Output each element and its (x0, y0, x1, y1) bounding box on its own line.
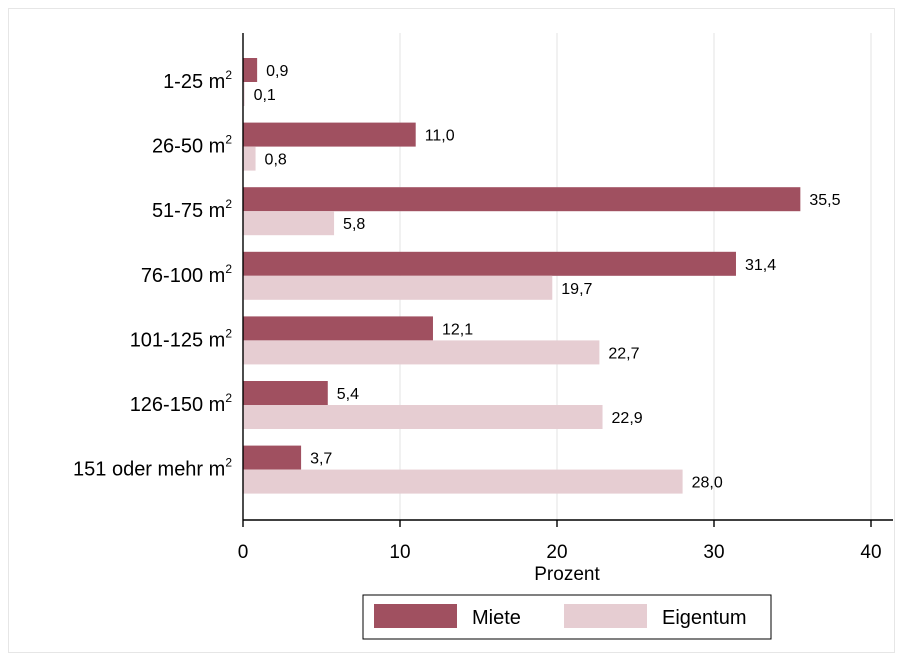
data-label: 0,8 (265, 152, 287, 169)
data-label: 28,0 (692, 475, 723, 492)
data-label: 0,1 (254, 87, 276, 104)
category-label-text: 151 oder mehr m (73, 459, 225, 481)
category-label-superscript: 2 (225, 68, 232, 82)
data-label: 0,9 (266, 63, 288, 80)
category-label: 51-75 m2 (152, 197, 232, 222)
bar-eigentum (243, 340, 600, 365)
category-label-text: 76-100 m (141, 265, 226, 287)
data-label: 12,1 (442, 321, 473, 338)
category-label: 26-50 m2 (152, 133, 232, 158)
x-tick-label: 30 (703, 542, 724, 563)
chart-frame (8, 8, 895, 653)
category-label: 1-25 m2 (163, 68, 232, 93)
x-tick-label: 20 (546, 542, 567, 563)
bar-eigentum (243, 275, 553, 300)
data-label: 3,7 (310, 451, 332, 468)
category-label-superscript: 2 (225, 197, 232, 211)
data-label: 5,4 (337, 386, 359, 403)
category-label-superscript: 2 (225, 391, 232, 405)
category-label: 151 oder mehr m2 (73, 456, 232, 481)
bar-miete (243, 445, 302, 470)
x-tick-label: 0 (238, 542, 249, 563)
legend-label: Eigentum (662, 607, 747, 629)
x-tick-label: 40 (860, 542, 881, 563)
bar-miete (243, 187, 801, 212)
legend-swatch-eigentum (564, 604, 647, 628)
data-label: 35,5 (809, 192, 840, 209)
bar-miete (243, 316, 433, 341)
data-label: 19,7 (561, 281, 592, 298)
x-tick-label: 10 (389, 542, 410, 563)
category-label-superscript: 2 (225, 456, 232, 470)
bar-eigentum (243, 405, 603, 429)
bar-eigentum (243, 469, 683, 494)
data-label: 22,7 (608, 345, 639, 362)
bar-miete (243, 58, 258, 82)
data-label: 31,4 (745, 257, 776, 274)
bars: 0,9 0,1 11,0 0,8 35,5 5,8 31,4 19,7 12,1 22,7 5,4 2… (243, 58, 841, 494)
bar-miete (243, 251, 736, 276)
category-label: 126-150 m2 (130, 391, 233, 416)
data-label: 11,0 (425, 128, 455, 145)
bar-eigentum (243, 146, 256, 171)
legend-swatch-miete (374, 604, 457, 628)
category-label-text: 101-125 m (130, 329, 226, 351)
category-label-superscript: 2 (225, 326, 232, 340)
axes: 0 10 20 30 40 (238, 33, 893, 563)
data-label: 5,8 (343, 216, 365, 233)
category-label: 101-125 m2 (130, 326, 233, 351)
legend-label: Miete (472, 607, 521, 629)
category-label: 76-100 m2 (141, 262, 233, 287)
category-label-text: 1-25 m (163, 71, 225, 93)
bar-miete (243, 381, 328, 405)
data-label: 22,9 (612, 410, 643, 427)
category-label-superscript: 2 (225, 262, 232, 276)
category-label-superscript: 2 (225, 133, 232, 147)
x-axis-title: Prozent (534, 564, 600, 585)
category-label-text: 51-75 m (152, 200, 225, 222)
bar-eigentum (243, 211, 335, 236)
bar-miete (243, 122, 416, 147)
category-label-text: 126-150 m (130, 394, 226, 416)
category-label-text: 26-50 m (152, 136, 225, 158)
legend: Miete Eigentum (362, 594, 772, 640)
bar-eigentum (243, 82, 245, 106)
